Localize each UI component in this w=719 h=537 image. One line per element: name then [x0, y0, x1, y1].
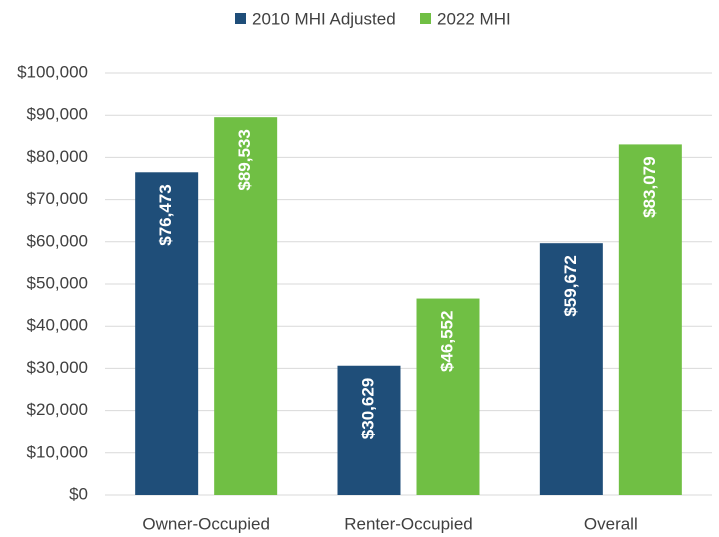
- y-tick-label: $20,000: [27, 400, 88, 419]
- y-tick-label: $60,000: [27, 231, 88, 250]
- value-label: $30,629: [358, 378, 377, 439]
- bar: [416, 298, 480, 495]
- y-tick-label: $100,000: [17, 62, 88, 81]
- legend-swatch: [420, 13, 431, 24]
- bar: [539, 243, 603, 495]
- value-label: $46,552: [437, 311, 456, 372]
- y-tick-label: $90,000: [27, 105, 88, 124]
- legend-label: 2022 MHI: [437, 9, 511, 28]
- bar: [214, 117, 278, 495]
- value-label: $76,473: [156, 184, 175, 245]
- value-label: $59,672: [561, 255, 580, 316]
- y-tick-label: $30,000: [27, 358, 88, 377]
- bar: [618, 144, 682, 495]
- y-tick-label: $40,000: [27, 316, 88, 335]
- value-label: $89,533: [235, 129, 254, 190]
- bar: [337, 365, 401, 495]
- x-tick-label: Overall: [584, 514, 638, 533]
- x-tick-label: Renter-Occupied: [344, 514, 473, 533]
- y-tick-label: $50,000: [27, 273, 88, 292]
- y-tick-label: $70,000: [27, 189, 88, 208]
- bar: [135, 172, 199, 495]
- value-label: $83,079: [640, 156, 659, 217]
- y-tick-label: $80,000: [27, 147, 88, 166]
- y-tick-label: $10,000: [27, 442, 88, 461]
- legend-swatch: [235, 13, 246, 24]
- legend-label: 2010 MHI Adjusted: [252, 9, 396, 28]
- y-tick-label: $0: [69, 484, 88, 503]
- x-tick-label: Owner-Occupied: [142, 514, 270, 533]
